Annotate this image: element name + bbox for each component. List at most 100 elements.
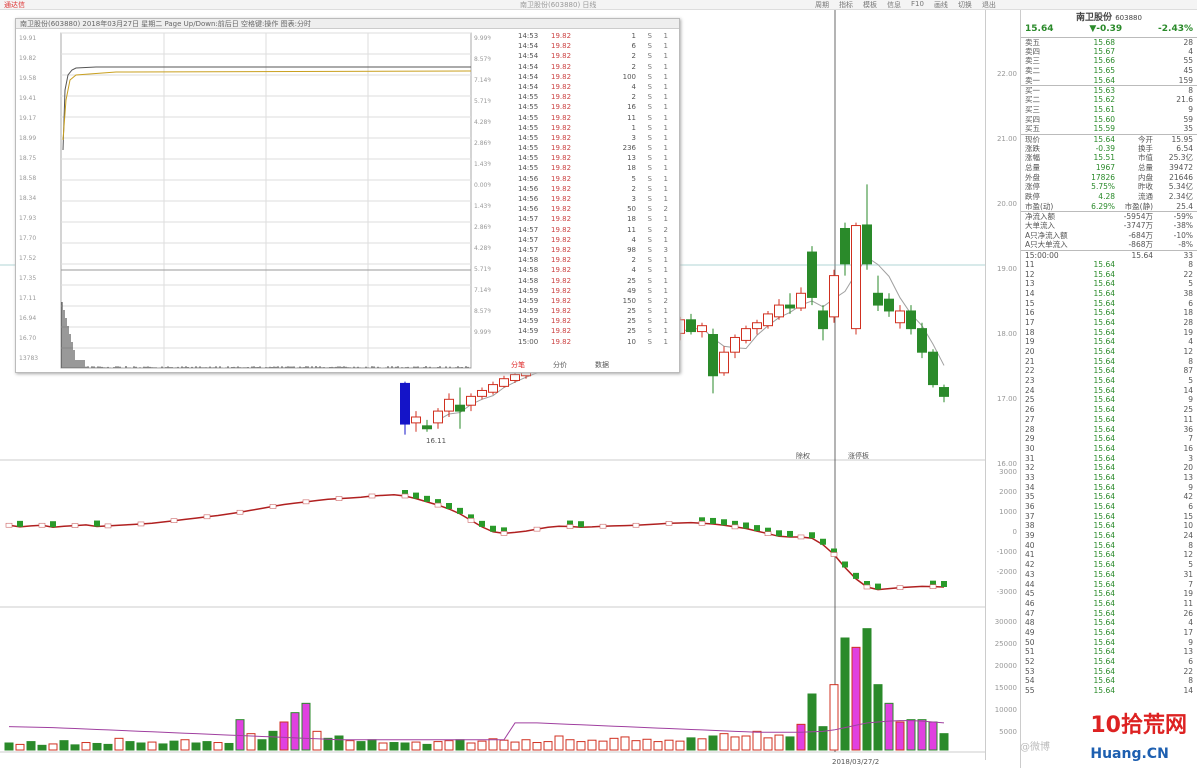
candle[interactable] <box>907 311 916 329</box>
trade-row: 27 15.64 11 <box>1021 415 1197 425</box>
trade-row: 43 15.64 31 <box>1021 570 1197 580</box>
candle[interactable] <box>401 383 410 424</box>
candle[interactable] <box>797 293 806 308</box>
intraday-popup-window[interactable]: 南卫股份(603880) 2018年03月27日 星期二 Page Up/Dow… <box>15 18 680 373</box>
candle[interactable] <box>929 352 938 384</box>
indicator-marker <box>567 525 573 529</box>
candle[interactable] <box>720 352 729 373</box>
tick-row: 14:55 19.82 3 S 1 <box>506 133 676 143</box>
candle[interactable] <box>863 225 872 264</box>
tick-tab[interactable]: 分价 <box>553 360 567 370</box>
volume-bar <box>379 743 387 750</box>
candle[interactable] <box>412 417 421 423</box>
candle[interactable] <box>753 323 762 329</box>
candle[interactable] <box>511 375 520 381</box>
tick-cell: 14:59 <box>506 296 551 306</box>
candle[interactable] <box>852 226 861 329</box>
tick-cell: 1 <box>652 306 668 316</box>
candle[interactable] <box>841 228 850 263</box>
tick-row: 14:58 19.82 4 S 1 <box>506 265 676 275</box>
candle[interactable] <box>731 337 740 352</box>
trade-row-cell: 15.64 <box>1070 260 1115 270</box>
tick-cell: S <box>636 337 652 347</box>
indicator-marker <box>699 521 705 525</box>
trade-row: 39 15.64 24 <box>1021 531 1197 541</box>
trade-row-cell: 4 <box>1153 337 1193 347</box>
trade-row-cell: 22 <box>1153 270 1193 280</box>
candle[interactable] <box>709 335 718 376</box>
trade-row-cell: 15.64 <box>1070 347 1115 357</box>
candle[interactable] <box>500 379 509 387</box>
volume-bar <box>313 731 321 750</box>
tick-cell: 14:57 <box>506 235 551 245</box>
trade-row-cell: 22 <box>1025 366 1070 376</box>
trade-row-cell <box>1115 279 1153 289</box>
candle[interactable] <box>874 293 883 305</box>
trade-row-cell <box>1115 299 1153 309</box>
tick-cell: 14:59 <box>506 326 551 336</box>
tick-row: 14:54 19.82 2 S 1 <box>506 62 676 72</box>
tick-cell: 25 <box>606 326 636 336</box>
indicator-marker <box>600 524 606 528</box>
trade-row: 53 15.64 22 <box>1021 667 1197 677</box>
trade-row-cell <box>1115 434 1153 444</box>
candle[interactable] <box>489 385 498 393</box>
buy-level: 买五 15.59 35 <box>1021 124 1197 134</box>
candle[interactable] <box>786 305 795 308</box>
tick-tab[interactable]: 数据 <box>595 360 609 370</box>
tick-cell: 1 <box>652 41 668 51</box>
tick-cell: 19.82 <box>551 153 606 163</box>
trade-row-cell: 13 <box>1153 473 1193 483</box>
candle[interactable] <box>808 252 817 297</box>
trade-row: 37 15.64 15 <box>1021 512 1197 522</box>
candle[interactable] <box>698 326 707 332</box>
sell-level: 卖二 15.65 45 <box>1021 66 1197 76</box>
trade-row-cell <box>1115 618 1153 628</box>
tick-cell: S <box>636 72 652 82</box>
trade-row-cell: 15.64 <box>1070 366 1115 376</box>
fund-flow-row-cell: -38% <box>1153 221 1193 231</box>
trade-row-cell: 15.64 <box>1070 492 1115 502</box>
candle[interactable] <box>478 390 487 396</box>
candle[interactable] <box>445 399 454 411</box>
buy-level-cell: 59 <box>1153 115 1193 125</box>
buy-level-cell: 21.6 <box>1153 95 1193 105</box>
trade-row-cell: 9 <box>1153 638 1193 648</box>
tick-cell: S <box>636 296 652 306</box>
tick-tab[interactable]: 分笔 <box>511 360 525 370</box>
candle[interactable] <box>434 411 443 423</box>
trade-row-cell: 50 <box>1025 638 1070 648</box>
trade-row-cell: 7 <box>1153 434 1193 444</box>
candle[interactable] <box>775 305 784 317</box>
candle[interactable] <box>764 314 773 326</box>
candle[interactable] <box>885 299 894 311</box>
tick-cell: 19.82 <box>551 102 606 112</box>
candle[interactable] <box>940 388 949 397</box>
tick-cell: 19.82 <box>551 214 606 224</box>
tick-list[interactable]: 14:53 19.82 1 S 1 14:54 19.82 6 S 1 14:54 19.82 2 S 1 1… <box>506 31 676 347</box>
trade-row-cell: 9 <box>1153 483 1193 493</box>
candle[interactable] <box>819 311 828 329</box>
candle[interactable] <box>687 320 696 332</box>
tick-cell: 19.82 <box>551 265 606 275</box>
candle[interactable] <box>456 405 465 411</box>
candle[interactable] <box>830 276 839 317</box>
stat-row-cell: 39472 <box>1153 163 1193 173</box>
tick-cell: 14:57 <box>506 214 551 224</box>
volume-bar <box>489 739 497 750</box>
tick-cell: 19.82 <box>551 163 606 173</box>
trade-row-cell: 15 <box>1025 299 1070 309</box>
volume-bar <box>335 736 343 750</box>
trade-row: 16 15.64 18 <box>1021 308 1197 318</box>
candle[interactable] <box>467 396 476 405</box>
candle[interactable] <box>896 311 905 323</box>
candle[interactable] <box>742 329 751 341</box>
fund-flow-row: 大单流入 -3747万 -38% <box>1021 221 1197 231</box>
candle[interactable] <box>918 329 927 353</box>
stat-row: 外盘 17826 内盘 21646 <box>1021 173 1197 183</box>
tick-cell: 19.82 <box>551 113 606 123</box>
candle[interactable] <box>423 426 432 429</box>
sell-level: 卖一 15.64 159 <box>1021 76 1197 86</box>
volume-bar <box>302 703 310 750</box>
tick-cell: 3 <box>606 133 636 143</box>
